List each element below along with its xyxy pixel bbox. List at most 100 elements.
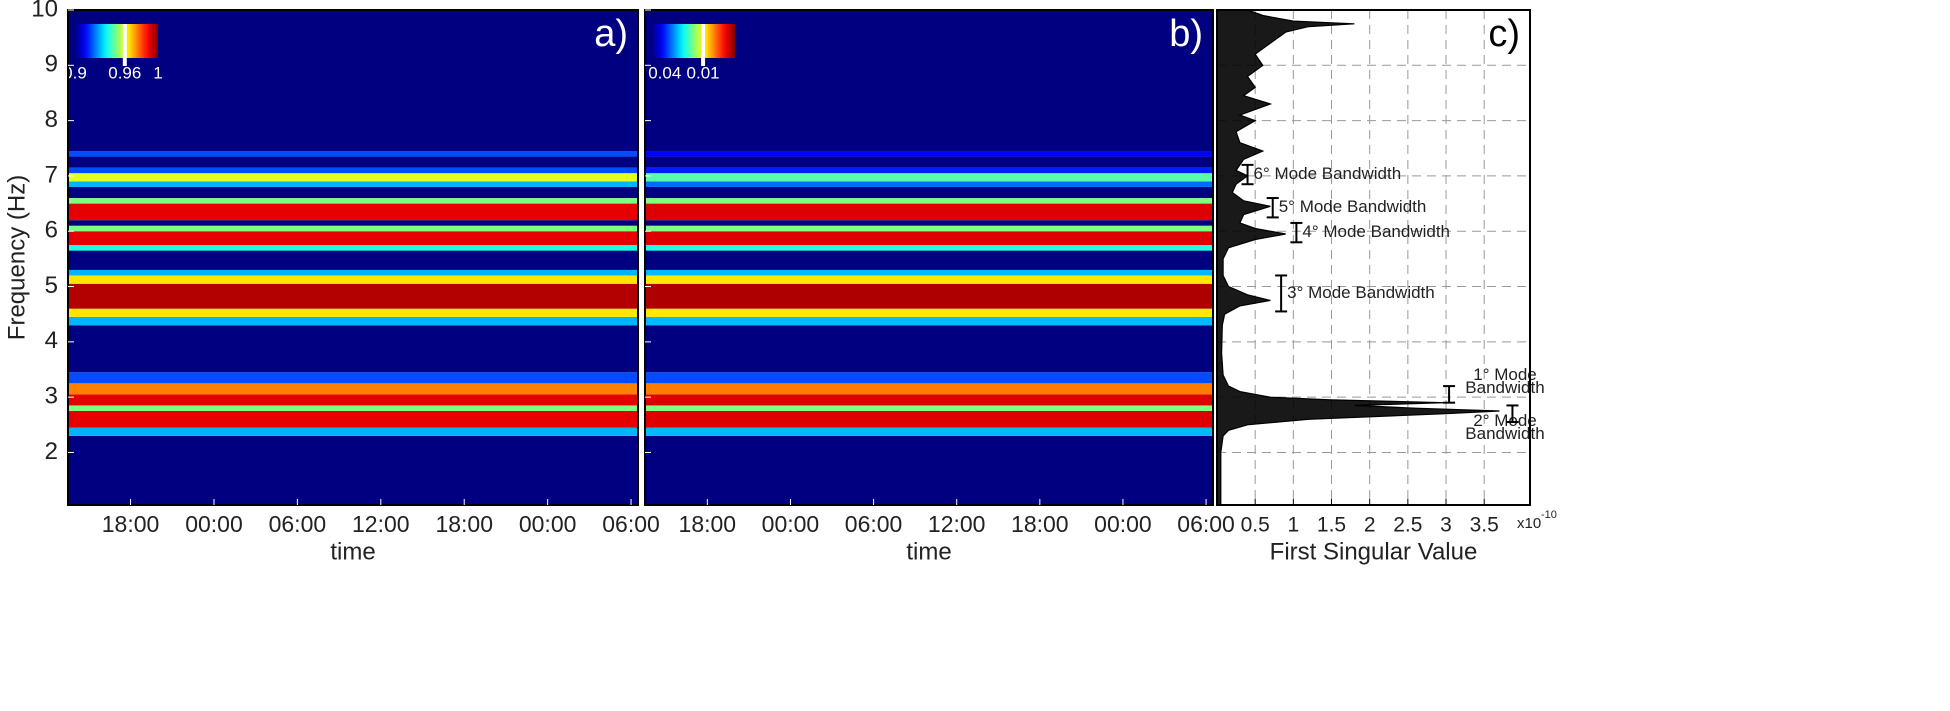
- heatmap-cell: [645, 173, 1213, 182]
- heatmap-cell: [645, 394, 1213, 406]
- heatmap-cell: [68, 427, 638, 436]
- colorbar: [652, 24, 735, 58]
- heatmap-cell: [68, 275, 638, 284]
- heatmap-cell: [68, 186, 638, 199]
- x-multiplier-exponent: -10: [1541, 509, 1557, 521]
- heatmap-cell: [68, 394, 638, 406]
- heatmap-cell: [68, 198, 638, 204]
- heatmap-cell: [68, 269, 638, 276]
- panel-label: c): [1488, 13, 1520, 55]
- bandwidth-bracket: [1506, 404, 1519, 424]
- heatmap-cell: [645, 275, 1213, 284]
- curve: [1220, 9, 1500, 505]
- x-tick-label: 06:00: [602, 511, 660, 537]
- heatmap-cell: [68, 383, 638, 395]
- heatmap-cell: [68, 151, 638, 157]
- y-tick-label: 3: [45, 382, 58, 409]
- annotation-label: 3° Mode Bandwidth: [1287, 283, 1435, 302]
- annotation-label: 2° Mode: [1473, 411, 1537, 430]
- heatmap-cell: [645, 435, 1213, 505]
- y-tick-label: 7: [45, 161, 58, 188]
- x-tick-label: 2.5: [1393, 514, 1422, 537]
- heatmap-cell: [68, 245, 638, 251]
- plot-frame: [1216, 9, 1531, 506]
- heatmap-cell: [68, 173, 638, 182]
- x-tick-label: 00:00: [762, 511, 820, 537]
- heatmap-cell: [68, 405, 638, 411]
- heatmap-cell: [645, 151, 1213, 157]
- heatmap-cell: [68, 435, 638, 505]
- heatmap-cell: [645, 181, 1213, 187]
- annotation-label: 1° Mode: [1473, 365, 1537, 384]
- annotation-label: Bandwidth: [1465, 378, 1544, 397]
- x-tick-label: 00:00: [519, 511, 577, 537]
- heatmap-cell: [645, 198, 1213, 204]
- plot-frame: [644, 9, 1214, 506]
- heatmap-cell: [68, 325, 638, 373]
- heatmap-cell: [68, 231, 638, 246]
- y-tick-label: 6: [45, 217, 58, 244]
- heatmap-cell: [68, 316, 638, 326]
- bandwidth-bracket: [1443, 385, 1456, 404]
- x-tick-label: 3.5: [1470, 514, 1499, 537]
- colorbar-tick-label: 0.01: [687, 63, 720, 82]
- colorbar: [75, 24, 158, 58]
- colorbar-tick-label: 1: [153, 63, 162, 82]
- y-tick-label: 2: [45, 438, 58, 465]
- x-tick-label: 18:00: [102, 511, 160, 537]
- heatmap-cell: [68, 225, 638, 232]
- heatmap-cell: [68, 156, 638, 168]
- heatmap-cell: [645, 250, 1213, 270]
- heatmap-cell: [68, 410, 638, 428]
- x-tick-label: 00:00: [185, 511, 243, 537]
- panel-label: a): [594, 13, 628, 55]
- y-axis-label: Frequency (Hz): [3, 175, 30, 340]
- annotation-label: 5° Mode Bandwidth: [1279, 197, 1427, 216]
- heatmap-cell: [645, 405, 1213, 411]
- colorbar-threshold: [701, 24, 706, 66]
- heatmap-cell: [645, 245, 1213, 251]
- plot-frame: [67, 9, 639, 506]
- heatmap-cell: [645, 283, 1213, 309]
- x-tick-label: 18:00: [435, 511, 493, 537]
- x-tick-label: 12:00: [928, 511, 986, 537]
- x-tick-label: 3: [1440, 514, 1452, 537]
- annotation-label: 4° Mode Bandwidth: [1302, 222, 1450, 241]
- bandwidth-bracket: [1290, 221, 1303, 244]
- x-tick-label: 06:00: [269, 511, 327, 537]
- heatmap-cell: [645, 203, 1213, 221]
- x-axis-label: First Singular Value: [1270, 538, 1478, 565]
- heatmap-cell: [645, 167, 1213, 174]
- heatmap-cell: [645, 231, 1213, 246]
- y-tick-label: 9: [45, 51, 58, 78]
- heatmap-cell: [68, 372, 638, 384]
- y-tick-label: 4: [45, 327, 58, 354]
- heatmap-cell: [645, 269, 1213, 276]
- heatmap-cell: [68, 203, 638, 221]
- colorbar-tick-label: 0.96: [108, 63, 141, 82]
- panel-label: b): [1169, 13, 1203, 55]
- x-tick-label: 06:00: [1177, 511, 1235, 537]
- x-tick-label: 0.5: [1241, 514, 1270, 537]
- heatmap-cell: [645, 427, 1213, 436]
- x-tick-label: 2: [1364, 514, 1376, 537]
- x-tick-label: 1.5: [1317, 514, 1346, 537]
- colorbar-threshold: [122, 24, 127, 66]
- bandwidth-bracket: [1241, 163, 1254, 186]
- colorbar-tick-label: 0.9: [63, 63, 87, 82]
- y-tick-label: 10: [31, 0, 58, 22]
- bandwidth-bracket: [1275, 274, 1288, 313]
- x-tick-label: 1: [1287, 514, 1299, 537]
- y-tick-label: 8: [45, 106, 58, 133]
- x-tick-label: 18:00: [1011, 511, 1069, 537]
- heatmap-cell: [645, 10, 1213, 152]
- heatmap-cell: [645, 372, 1213, 384]
- x-axis-label: time: [906, 538, 951, 565]
- heatmap-cell: [645, 410, 1213, 428]
- heatmap-cell: [68, 283, 638, 309]
- heatmap-cell: [68, 220, 638, 226]
- heatmap-cell: [645, 325, 1213, 373]
- heatmap-cell: [645, 186, 1213, 199]
- heatmap-cell: [68, 308, 638, 317]
